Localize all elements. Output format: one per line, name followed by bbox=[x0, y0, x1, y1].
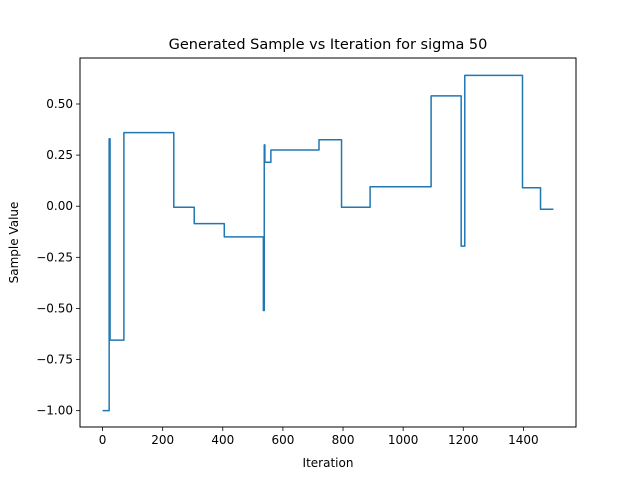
y-tick-label: −0.75 bbox=[36, 353, 73, 367]
x-tick-label: 400 bbox=[211, 433, 234, 447]
y-tick-label: −1.00 bbox=[36, 404, 73, 418]
x-tick-label: 1400 bbox=[508, 433, 539, 447]
x-tick-label: 200 bbox=[151, 433, 174, 447]
plot-frame bbox=[79, 57, 577, 428]
x-tick-label: 0 bbox=[99, 433, 107, 447]
x-tick-label: 800 bbox=[332, 433, 355, 447]
x-axis: 0 200 400 600 800 1000 1200 1400 bbox=[99, 427, 539, 447]
y-axis-label: Sample Value bbox=[7, 202, 21, 284]
y-tick-label: −0.25 bbox=[36, 250, 73, 264]
y-tick-label: 0.50 bbox=[46, 97, 73, 111]
x-tick-label: 1200 bbox=[448, 433, 479, 447]
y-tick-label: 0.25 bbox=[46, 148, 73, 162]
series-layer bbox=[102, 74, 554, 412]
x-axis-label: Iteration bbox=[303, 456, 354, 470]
series-line-0 bbox=[102, 74, 554, 412]
chart-title: Generated Sample vs Iteration for sigma … bbox=[169, 37, 488, 53]
y-axis: −1.00 −0.75 −0.50 −0.25 0.00 0.25 0.50 bbox=[36, 97, 80, 418]
y-tick-label: 0.00 bbox=[46, 199, 73, 213]
x-tick-label: 1000 bbox=[388, 433, 419, 447]
y-tick-label: −0.50 bbox=[36, 301, 73, 315]
x-tick-label: 600 bbox=[271, 433, 294, 447]
